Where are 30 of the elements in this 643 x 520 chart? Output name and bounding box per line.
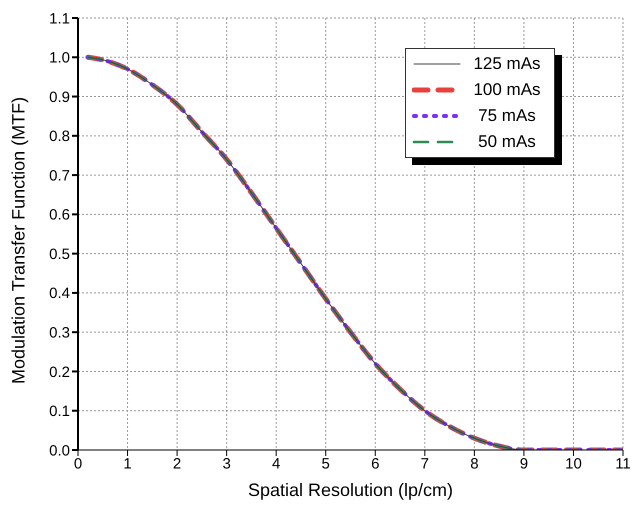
- y-axis-title: Modulation Transfer Function (MTF): [8, 96, 28, 384]
- y-tick-label: 0.3: [49, 324, 70, 342]
- y-tick-label: 0.2: [49, 364, 70, 381]
- x-tick-label: 3: [222, 456, 231, 473]
- x-tick-label: 0: [74, 456, 82, 473]
- x-tick-label: 7: [420, 456, 429, 473]
- y-tick-label: 1.0: [49, 50, 70, 67]
- x-tick-label: 10: [565, 456, 582, 473]
- x-tick-label: 11: [615, 456, 631, 473]
- x-axis-title: Spatial Resolution (lp/cm): [248, 480, 454, 500]
- y-tick-label: 1.1: [49, 10, 70, 28]
- x-tick-label: 4: [272, 456, 280, 473]
- legend-label: 125 mAs: [472, 54, 542, 74]
- x-tick-label: 5: [322, 456, 330, 473]
- y-tick-label: 0.7: [49, 167, 70, 184]
- y-tick-label: 0.0: [49, 442, 70, 460]
- y-tick-label: 0.1: [49, 403, 70, 420]
- y-tick-label: 0.6: [49, 206, 70, 224]
- y-tick-label: 0.9: [49, 88, 70, 106]
- y-tick-label: 0.8: [49, 128, 70, 146]
- y-tick-label: 0.4: [49, 285, 70, 302]
- legend-label: 50 mAs: [477, 132, 537, 152]
- x-tick-label: 6: [371, 456, 380, 473]
- legend-label: 75 mAs: [477, 106, 537, 126]
- x-tick-label: 8: [470, 456, 479, 473]
- x-tick-label: 2: [172, 456, 182, 473]
- y-tick-label: 0.5: [49, 246, 70, 263]
- x-tick-label: 9: [520, 456, 528, 473]
- x-tick-label: 1: [123, 456, 132, 473]
- legend-label: 100 mAs: [472, 80, 542, 100]
